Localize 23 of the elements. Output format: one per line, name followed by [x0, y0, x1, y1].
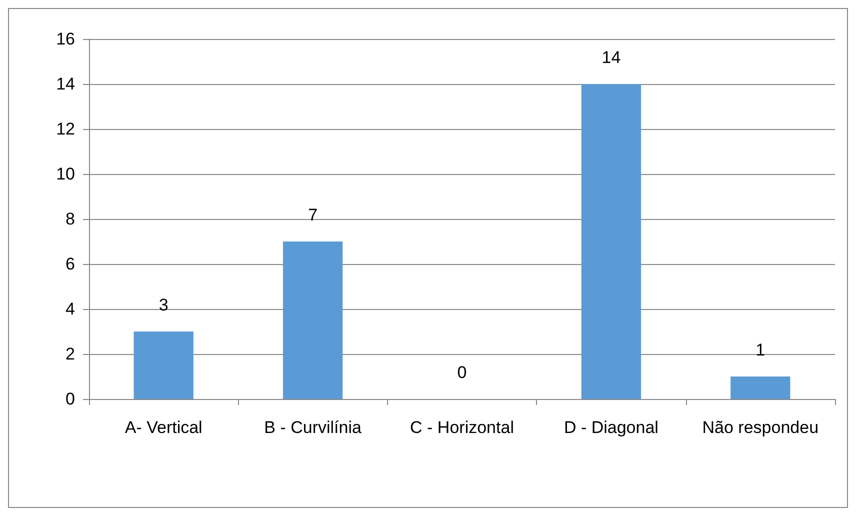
x-tick-label: A- Vertical [124, 418, 202, 437]
y-tick-label: 6 [66, 254, 75, 274]
bar [282, 242, 343, 399]
x-tick-label: Não respondeu [702, 418, 819, 437]
y-tick-label: 8 [66, 210, 75, 228]
data-label: 14 [602, 48, 621, 67]
x-tick-label: D - Diagonal [564, 418, 658, 437]
x-tick-label: C - Horizontal [410, 418, 514, 437]
x-tick-label: B - Curvilínia [264, 418, 362, 437]
bar [581, 84, 642, 399]
y-tick-label: 0 [66, 390, 75, 408]
y-tick-label: 14 [56, 74, 75, 94]
y-tick-label: 4 [66, 300, 75, 318]
data-label: 0 [457, 363, 467, 382]
data-label: 1 [756, 340, 766, 360]
y-tick-label: 12 [56, 120, 75, 138]
data-label: 3 [158, 296, 168, 314]
y-tick-label: 16 [56, 30, 75, 48]
y-tick-label: 2 [66, 344, 75, 364]
data-label: 7 [308, 206, 318, 224]
bar [134, 332, 194, 399]
y-tick-label: 10 [56, 164, 75, 184]
bar [730, 376, 790, 399]
